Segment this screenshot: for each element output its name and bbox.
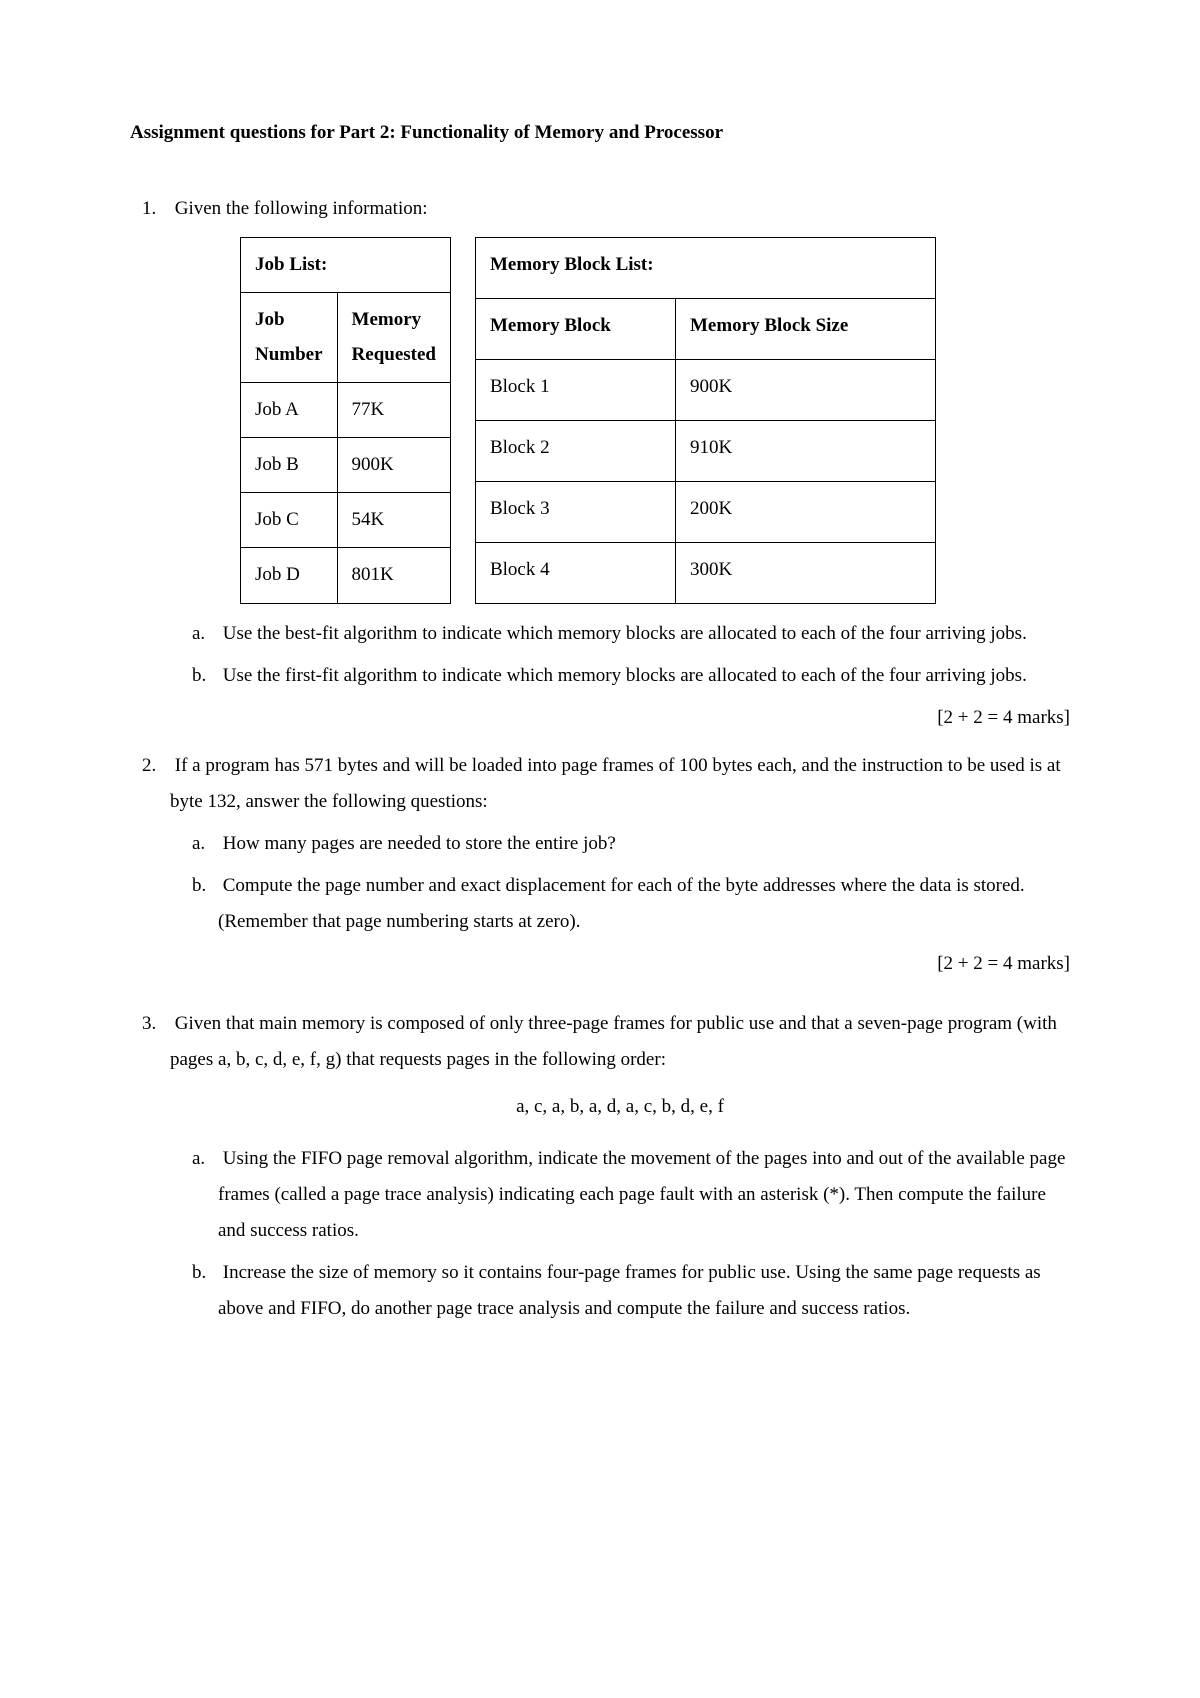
table-row: Job A77K xyxy=(241,382,451,437)
q1-b-letter: b. xyxy=(192,658,218,694)
question-3: 3. Given that main memory is composed of… xyxy=(170,1006,1070,1327)
memory-block-table: Memory Block List: Memory Block Memory B… xyxy=(475,237,936,603)
q2-b-text: Compute the page number and exact displa… xyxy=(218,875,1025,932)
questions-list: 1. Given the following information: Job … xyxy=(130,191,1070,1327)
q2-b-letter: b. xyxy=(192,868,218,904)
job-cell: Job A xyxy=(241,382,338,437)
tables-container: Job List: Job Number Memory Requested Jo… xyxy=(240,237,1070,603)
job-cell: Job D xyxy=(241,548,338,603)
q2-a: a. How many pages are needed to store th… xyxy=(218,826,1070,862)
mem-cell: 910K xyxy=(675,420,935,481)
mem-table-title: Memory Block List: xyxy=(475,238,935,299)
mem-cell: 200K xyxy=(675,481,935,542)
q1-intro: Given the following information: xyxy=(175,198,428,219)
job-cell: 77K xyxy=(337,382,450,437)
q2-a-text: How many pages are needed to store the e… xyxy=(223,833,616,854)
job-cell: Job C xyxy=(241,493,338,548)
q2-marks: [2 + 2 = 4 marks] xyxy=(170,946,1070,982)
table-row: Block 3200K xyxy=(475,481,935,542)
q3-sublist: a. Using the FIFO page removal algorithm… xyxy=(170,1141,1070,1327)
mem-col1-header: Memory Block xyxy=(475,299,675,360)
mem-cell: Block 3 xyxy=(475,481,675,542)
q3-intro: Given that main memory is composed of on… xyxy=(170,1013,1057,1070)
q2-a-letter: a. xyxy=(192,826,218,862)
job-cell: 801K xyxy=(337,548,450,603)
table-row: Block 2910K xyxy=(475,420,935,481)
q2-intro: If a program has 571 bytes and will be l… xyxy=(170,755,1061,812)
mem-cell: Block 4 xyxy=(475,542,675,603)
q3-b: b. Increase the size of memory so it con… xyxy=(218,1255,1070,1327)
table-row: Job D801K xyxy=(241,548,451,603)
mem-cell: Block 1 xyxy=(475,359,675,420)
table-row: Block 1900K xyxy=(475,359,935,420)
job-list-table: Job List: Job Number Memory Requested Jo… xyxy=(240,237,451,603)
table-row: Job C54K xyxy=(241,493,451,548)
q1-number: 1. xyxy=(142,191,170,227)
job-cell: Job B xyxy=(241,437,338,492)
job-col2-header: Memory Requested xyxy=(337,293,450,382)
q1-b-text: Use the first-fit algorithm to indicate … xyxy=(223,665,1027,686)
q2-b: b. Compute the page number and exact dis… xyxy=(218,868,1070,940)
q2-number: 2. xyxy=(142,748,170,784)
q3-number: 3. xyxy=(142,1006,170,1042)
mem-cell: 900K xyxy=(675,359,935,420)
mem-col2-header: Memory Block Size xyxy=(675,299,935,360)
table-row: Job B900K xyxy=(241,437,451,492)
job-cell: 54K xyxy=(337,493,450,548)
q1-a-letter: a. xyxy=(192,616,218,652)
q3-b-text: Increase the size of memory so it contai… xyxy=(218,1262,1041,1319)
q1-sublist: a. Use the best-fit algorithm to indicat… xyxy=(170,616,1070,694)
mem-cell: 300K xyxy=(675,542,935,603)
q2-sublist: a. How many pages are needed to store th… xyxy=(170,826,1070,940)
question-1: 1. Given the following information: Job … xyxy=(170,191,1070,736)
q1-a-text: Use the best-fit algorithm to indicate w… xyxy=(223,623,1027,644)
assignment-title: Assignment questions for Part 2: Functio… xyxy=(130,115,1070,151)
mem-cell: Block 2 xyxy=(475,420,675,481)
question-2: 2. If a program has 571 bytes and will b… xyxy=(170,748,1070,983)
q3-a-text: Using the FIFO page removal algorithm, i… xyxy=(218,1148,1065,1241)
q3-a-letter: a. xyxy=(192,1141,218,1177)
q3-a: a. Using the FIFO page removal algorithm… xyxy=(218,1141,1070,1249)
job-col1-header: Job Number xyxy=(241,293,338,382)
q1-a: a. Use the best-fit algorithm to indicat… xyxy=(218,616,1070,652)
table-row: Block 4300K xyxy=(475,542,935,603)
q3-sequence: a, c, a, b, a, d, a, c, b, d, e, f xyxy=(170,1089,1070,1125)
job-table-title: Job List: xyxy=(241,238,451,293)
q3-b-letter: b. xyxy=(192,1255,218,1291)
q1-b: b. Use the first-fit algorithm to indica… xyxy=(218,658,1070,694)
job-cell: 900K xyxy=(337,437,450,492)
q1-marks: [2 + 2 = 4 marks] xyxy=(170,700,1070,736)
